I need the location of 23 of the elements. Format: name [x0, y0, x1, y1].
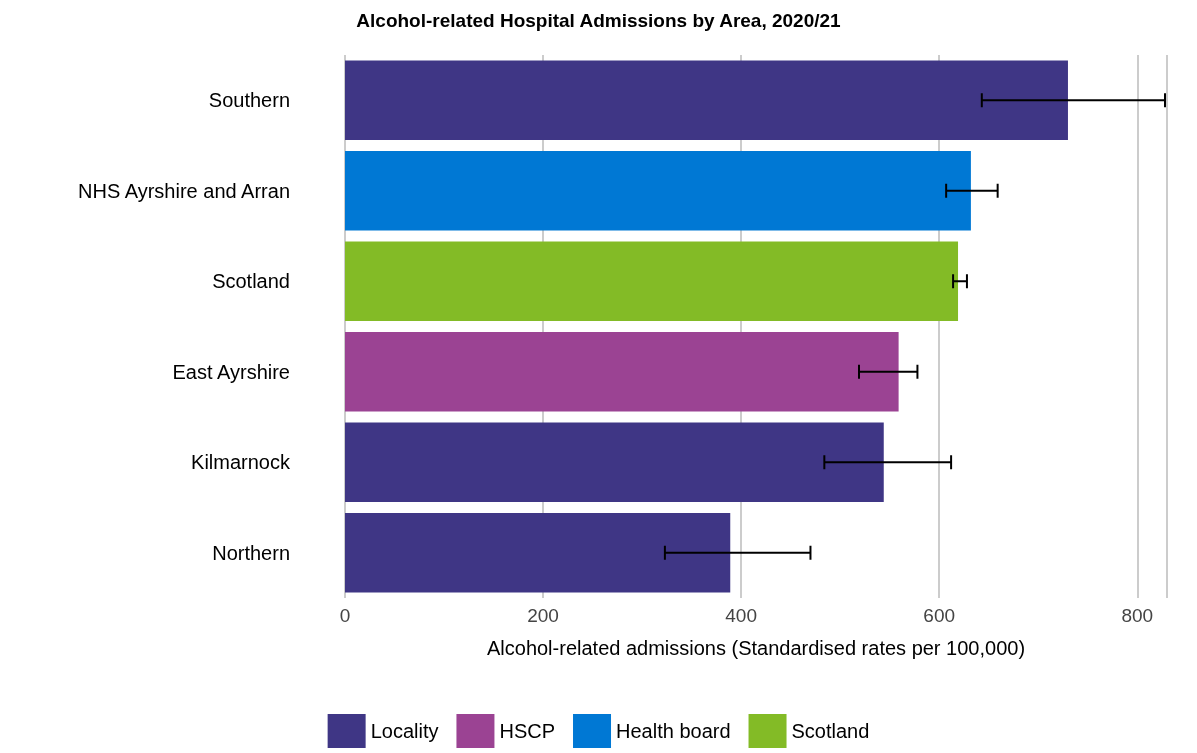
y-tick-label: East Ayrshire: [172, 360, 290, 383]
bar: [345, 150, 971, 231]
legend-label: Health board: [616, 720, 731, 742]
y-tick-label: Northern: [212, 541, 290, 564]
bar: [345, 241, 959, 322]
bar: [345, 512, 731, 593]
bar: [345, 422, 884, 503]
x-tick-label: 800: [1121, 605, 1154, 626]
legend-label: Locality: [370, 720, 439, 742]
bar: [345, 60, 1068, 141]
y-tick-label: Southern: [208, 89, 290, 112]
legend-label: Scotland: [791, 720, 870, 742]
y-tick-label: Scotland: [212, 270, 290, 293]
y-tick-label: NHS Ayrshire and Arran: [78, 179, 290, 202]
x-axis-title: Alcohol-related admissions (Standardised rates per 100,000): [486, 637, 1026, 659]
bar: [345, 331, 899, 412]
x-tick-label: 600: [923, 605, 956, 626]
x-tick-label: 200: [527, 605, 559, 626]
chart-title: Alcohol-related Hospital Admissions by Area, 2020/21: [356, 10, 842, 31]
x-tick-label: 0: [339, 605, 351, 626]
legend-label: HSCP: [499, 720, 556, 742]
y-tick-label: Kilmarnock: [191, 451, 291, 474]
x-tick-label: 400: [725, 605, 757, 626]
